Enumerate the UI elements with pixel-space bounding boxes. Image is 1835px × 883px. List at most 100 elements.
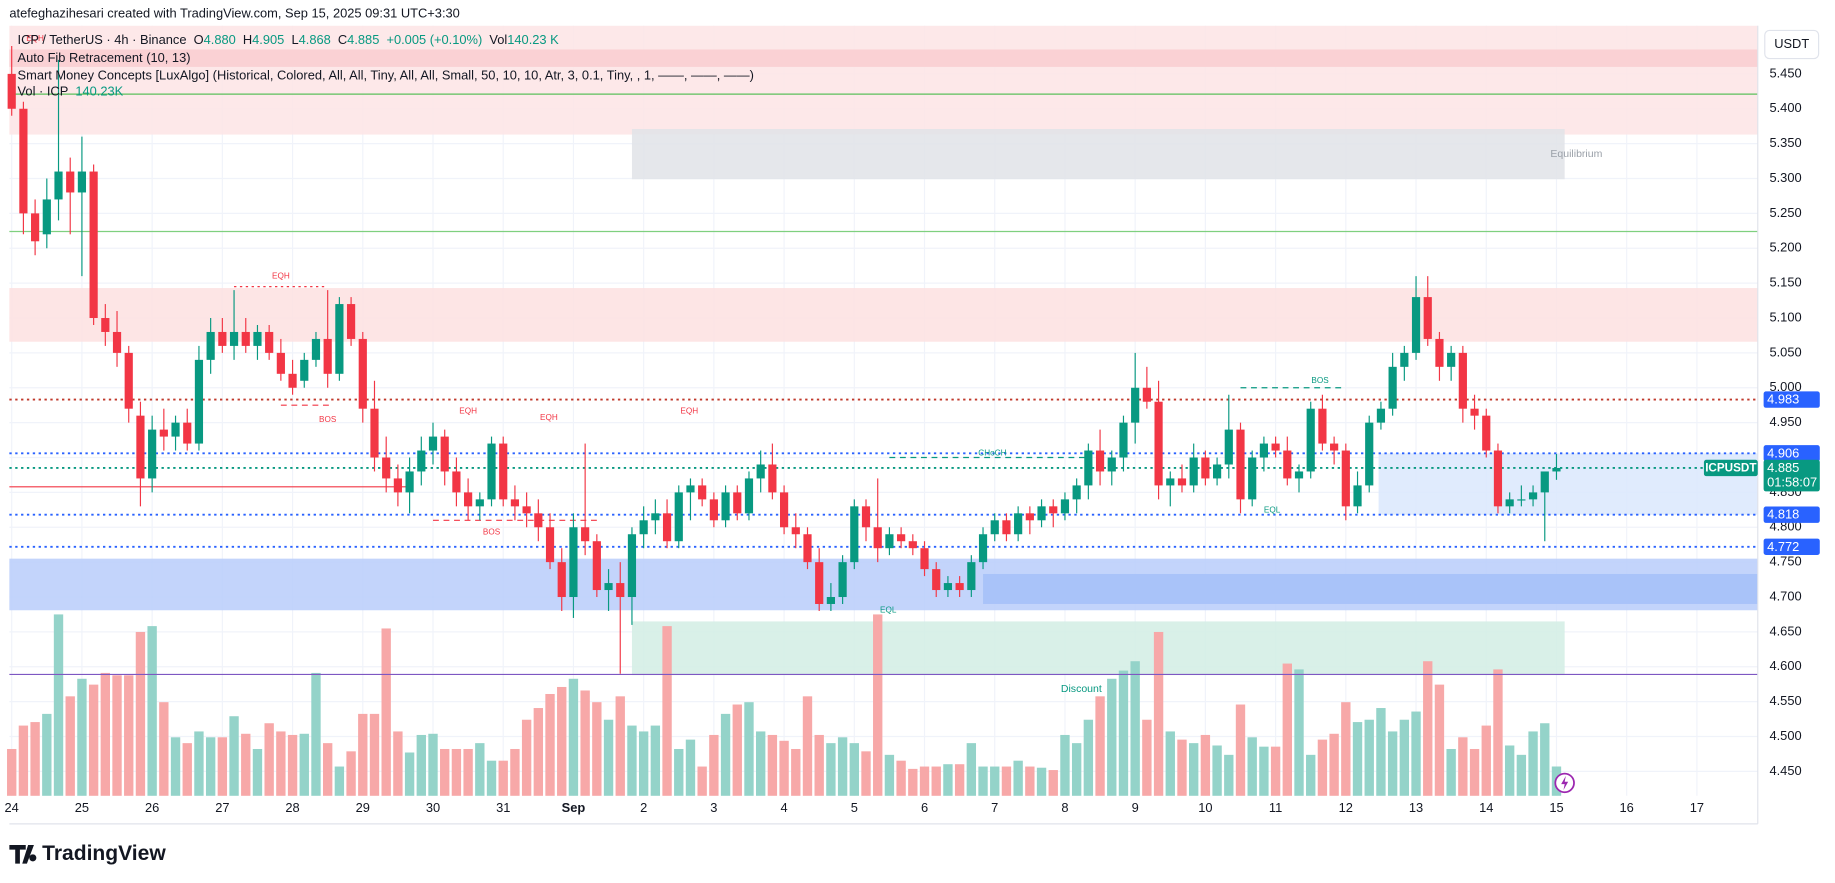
y-tick-label: 4.700 [1769, 588, 1801, 603]
candle-body [31, 213, 40, 242]
y-tick-label: 4.550 [1769, 693, 1801, 708]
volume-bar [756, 731, 766, 796]
volume-bar [990, 766, 1000, 796]
candle-body [815, 562, 824, 604]
currency-button[interactable] [1764, 29, 1820, 60]
logo-mark [9, 844, 37, 864]
candle-body [861, 506, 871, 528]
volume-bar [1001, 766, 1012, 796]
y-tick-label: 5.400 [1769, 100, 1801, 115]
candle-body [112, 331, 122, 353]
volume-bar [1177, 739, 1187, 796]
candle-body [791, 527, 800, 535]
y-tick-label: 4.450 [1769, 763, 1801, 778]
volume-bar [638, 731, 649, 796]
volume-bar [674, 748, 684, 796]
candles [7, 45, 1561, 674]
volume-bar [861, 751, 871, 796]
volume-bar [557, 686, 567, 796]
volume-bar [1387, 731, 1398, 796]
volume-bar [369, 713, 380, 796]
candle-body [218, 331, 227, 346]
y-tick-label: 5.350 [1769, 135, 1801, 150]
volume-bar [463, 748, 473, 796]
annotation: EQH [272, 271, 290, 280]
annotation: CHoCH [978, 448, 1006, 457]
volume-bar [393, 731, 403, 796]
volume-bar [1528, 731, 1538, 796]
volume-bar [1411, 711, 1421, 796]
volume-bar [545, 693, 555, 796]
price-tag-label: 4.772 [1767, 539, 1799, 554]
volume-bar [1352, 722, 1363, 796]
y-tick-label: 4.750 [1769, 554, 1801, 569]
volume [7, 614, 1562, 796]
volume-bar [1446, 748, 1456, 796]
y-tick-label: 5.000 [1769, 379, 1801, 394]
y-tick-label: 5.250 [1769, 205, 1801, 220]
annotation: EQH [459, 407, 477, 416]
candle-body [920, 548, 929, 570]
candle-body [779, 492, 789, 528]
candle-body [1119, 422, 1128, 458]
volume-bar [229, 716, 239, 796]
annotation: EQH [540, 413, 558, 422]
zone [9, 288, 1758, 342]
candle-body [651, 513, 660, 521]
header: atefeghazihesari created with TradingVie… [9, 5, 459, 20]
candle-body [77, 171, 87, 193]
x-tick-label: 16 [1620, 800, 1634, 815]
candle-body [1388, 366, 1397, 409]
zone [9, 49, 1758, 67]
candle-body [1482, 415, 1491, 451]
volume-bar [533, 708, 544, 796]
volume-bar [826, 743, 836, 796]
volume-bar [381, 628, 391, 796]
candle-body [89, 171, 98, 319]
x-tick-label: 2 [640, 800, 647, 815]
candle-body [990, 520, 999, 535]
candle-body [311, 338, 321, 360]
candle-body [534, 513, 543, 528]
candle-body [1283, 450, 1292, 479]
volume-bar [42, 713, 52, 796]
x-tick-label: 25 [75, 800, 89, 815]
volume-bar [720, 713, 731, 796]
volume-bar [170, 737, 181, 796]
candle-body [54, 171, 63, 200]
volume-bar [159, 702, 169, 796]
volume-bar [568, 678, 579, 796]
volume-bar [276, 731, 286, 796]
volume-bar [217, 737, 228, 796]
y-tick-label: 5.050 [1769, 344, 1801, 359]
legend-change: +0.005 (+0.10%) [386, 32, 482, 47]
price-tag [1763, 445, 1820, 462]
legend-value: 4.868 [299, 32, 331, 47]
candle-body [1142, 387, 1151, 402]
legend-label: C [338, 32, 347, 47]
candle-body [1294, 471, 1304, 479]
candle-body [346, 304, 356, 339]
volume-bar [486, 760, 497, 796]
candle-body [19, 108, 28, 214]
candle-body [1330, 443, 1339, 451]
y-tick-label: 4.600 [1769, 658, 1801, 673]
volume-bar [1071, 743, 1082, 796]
volume-bar [709, 734, 719, 796]
candle-body [674, 492, 683, 542]
volume-bar [580, 690, 590, 796]
annotation: BOS [319, 415, 337, 424]
candle-body [464, 492, 473, 507]
candle-body [1458, 352, 1467, 409]
volume-bar [1118, 670, 1129, 796]
volume-bar [697, 766, 707, 796]
legend-volume-title: Vol · ICP [18, 84, 69, 99]
candle-body [1470, 408, 1479, 416]
candle-body [66, 171, 75, 193]
volume-bar [650, 725, 661, 796]
volume-bar [779, 740, 789, 796]
volume-bar [404, 752, 415, 796]
currency[interactable]: USDT [1774, 36, 1809, 51]
volume-bar [1200, 734, 1211, 796]
